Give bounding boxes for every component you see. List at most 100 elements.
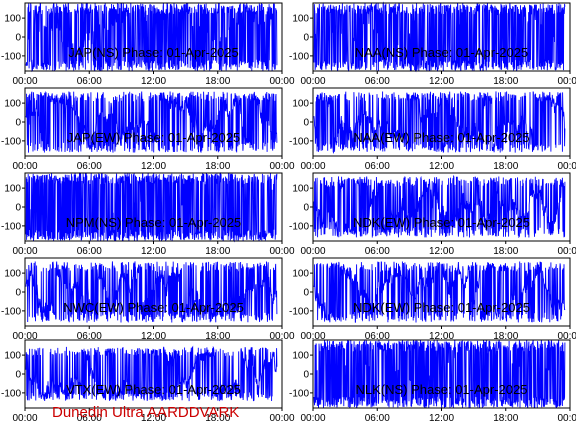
phase-panel: 100 0 -100 00:00 06:00 12:00 18:00 00:00 JAP(NS)… xyxy=(1,2,295,87)
y-tick-label: 0 xyxy=(15,288,21,299)
phase-trace xyxy=(25,172,278,243)
x-tick-label: 00:00 xyxy=(557,246,576,257)
y-tick-label: 0 xyxy=(303,370,309,381)
x-tick-label: 06:00 xyxy=(365,413,390,424)
phase-panel: 100 0 -100 00:00 06:00 12:00 18:00 00:00 JAP(EW)… xyxy=(1,87,295,172)
panel-title: VTX(EW) Phase: 01-Apr-2025 xyxy=(66,382,241,397)
phase-panel: 100 0 -100 00:00 06:00 12:00 18:00 00:00 NAA(EW)… xyxy=(289,87,576,172)
panel-title: NPM(NS) Phase: 01-Apr-2025 xyxy=(66,215,242,230)
panel-title: NAA(EW) Phase: 01-Apr-2025 xyxy=(353,130,529,145)
y-tick-label: 100 xyxy=(292,184,309,195)
panel-title: NDK(EW) Phase: 01-Apr-2025 xyxy=(353,300,530,315)
y-tick-label: 0 xyxy=(15,370,21,381)
x-tick-label: 00:00 xyxy=(300,331,325,342)
phase-panel: 100 0 -100 00:00 06:00 12:00 18:00 00:00 NDK(EW)… xyxy=(289,172,576,257)
x-tick-label: 18:00 xyxy=(205,331,230,342)
x-tick-label: 18:00 xyxy=(493,413,518,424)
x-tick-label: 12:00 xyxy=(141,76,166,87)
phase-trace xyxy=(25,91,278,153)
x-tick-label: 06:00 xyxy=(365,161,390,172)
y-tick-label: 100 xyxy=(292,351,309,362)
x-tick-label: 00:00 xyxy=(300,76,325,87)
x-tick-label: 00:00 xyxy=(269,413,294,424)
x-tick-label: 06:00 xyxy=(77,161,102,172)
y-tick-label: 0 xyxy=(303,118,309,129)
y-tick-label: -100 xyxy=(289,51,309,62)
y-tick-label: 0 xyxy=(15,33,21,44)
y-tick-label: 100 xyxy=(4,351,21,362)
x-tick-label: 00:00 xyxy=(300,161,325,172)
y-tick-label: 100 xyxy=(292,99,309,110)
x-tick-label: 12:00 xyxy=(429,161,454,172)
footer-station-label: Dunedin Ultra AARDDVARK xyxy=(52,404,240,421)
x-tick-label: 06:00 xyxy=(77,76,102,87)
x-tick-label: 00:00 xyxy=(557,161,576,172)
y-tick-label: 100 xyxy=(4,99,21,110)
x-tick-label: 00:00 xyxy=(557,413,576,424)
phase-trace xyxy=(25,345,278,402)
panel-title: NDK(EW) Phase: 01-Apr-2025 xyxy=(353,215,530,230)
x-tick-label: 12:00 xyxy=(429,331,454,342)
x-tick-label: 06:00 xyxy=(365,76,390,87)
phase-trace xyxy=(25,2,278,73)
y-tick-label: 100 xyxy=(4,184,21,195)
x-tick-label: 00:00 xyxy=(269,246,294,257)
x-tick-label: 18:00 xyxy=(493,161,518,172)
x-tick-label: 12:00 xyxy=(141,413,166,424)
phase-trace xyxy=(313,91,566,155)
x-tick-label: 00:00 xyxy=(12,76,37,87)
x-tick-label: 12:00 xyxy=(141,331,166,342)
x-tick-label: 06:00 xyxy=(77,246,102,257)
y-tick-label: 100 xyxy=(292,269,309,280)
panel-title: NWC(EW) Phase: 01-Apr-2025 xyxy=(63,300,244,315)
x-tick-label: 00:00 xyxy=(300,413,325,424)
phase-trace xyxy=(313,174,566,239)
phase-panel: 100 0 -100 00:00 06:00 12:00 18:00 00:00 VTX(EW)… xyxy=(1,339,295,424)
phase-panel: 100 0 -100 00:00 06:00 12:00 18:00 00:00 NLK(NS)… xyxy=(289,339,576,424)
y-tick-label: 100 xyxy=(4,269,21,280)
phase-panel: 100 0 -100 00:00 06:00 12:00 18:00 00:00 NDK(EW)… xyxy=(289,257,576,342)
phase-panel: 100 0 -100 00:00 06:00 12:00 18:00 00:00 NAA(NS)… xyxy=(289,1,576,87)
x-tick-label: 18:00 xyxy=(205,413,230,424)
x-tick-label: 12:00 xyxy=(429,413,454,424)
y-tick-label: -100 xyxy=(289,388,309,399)
y-tick-label: 100 xyxy=(4,14,21,25)
x-tick-label: 18:00 xyxy=(493,76,518,87)
phase-trace xyxy=(25,261,278,323)
x-tick-label: 18:00 xyxy=(493,246,518,257)
x-tick-label: 00:00 xyxy=(269,76,294,87)
x-tick-label: 00:00 xyxy=(557,331,576,342)
y-tick-label: -100 xyxy=(1,306,21,317)
x-tick-label: 00:00 xyxy=(12,331,37,342)
phase-panel: 100 0 -100 00:00 06:00 12:00 18:00 00:00 NPM(NS)… xyxy=(1,172,295,257)
x-tick-label: 12:00 xyxy=(141,246,166,257)
y-tick-label: 0 xyxy=(15,118,21,129)
x-tick-label: 18:00 xyxy=(205,246,230,257)
x-tick-label: 18:00 xyxy=(205,76,230,87)
panel-title: JAP(EW) Phase: 01-Apr-2025 xyxy=(67,130,240,145)
y-tick-label: 0 xyxy=(303,33,309,44)
x-tick-label: 12:00 xyxy=(141,161,166,172)
phase-panel: 100 0 -100 00:00 06:00 12:00 18:00 00:00 NWC(EW)… xyxy=(1,257,295,342)
y-tick-label: 0 xyxy=(15,203,21,214)
phase-trace xyxy=(313,261,566,323)
phase-trace xyxy=(313,1,566,73)
y-tick-label: -100 xyxy=(1,136,21,147)
x-tick-label: 00:00 xyxy=(12,161,37,172)
y-tick-label: 0 xyxy=(303,288,309,299)
phase-trace xyxy=(313,339,566,409)
y-tick-label: 0 xyxy=(303,203,309,214)
x-tick-label: 18:00 xyxy=(493,331,518,342)
x-tick-label: 00:00 xyxy=(300,246,325,257)
x-tick-label: 00:00 xyxy=(269,161,294,172)
y-tick-label: -100 xyxy=(1,221,21,232)
panel-title: NLK(NS) Phase: 01-Apr-2025 xyxy=(356,382,528,397)
y-tick-label: -100 xyxy=(289,221,309,232)
x-tick-label: 00:00 xyxy=(269,331,294,342)
x-tick-label: 06:00 xyxy=(365,246,390,257)
x-tick-label: 06:00 xyxy=(77,413,102,424)
y-tick-label: -100 xyxy=(289,136,309,147)
panel-title: JAP(NS) Phase: 01-Apr-2025 xyxy=(68,45,239,60)
y-tick-label: -100 xyxy=(1,51,21,62)
